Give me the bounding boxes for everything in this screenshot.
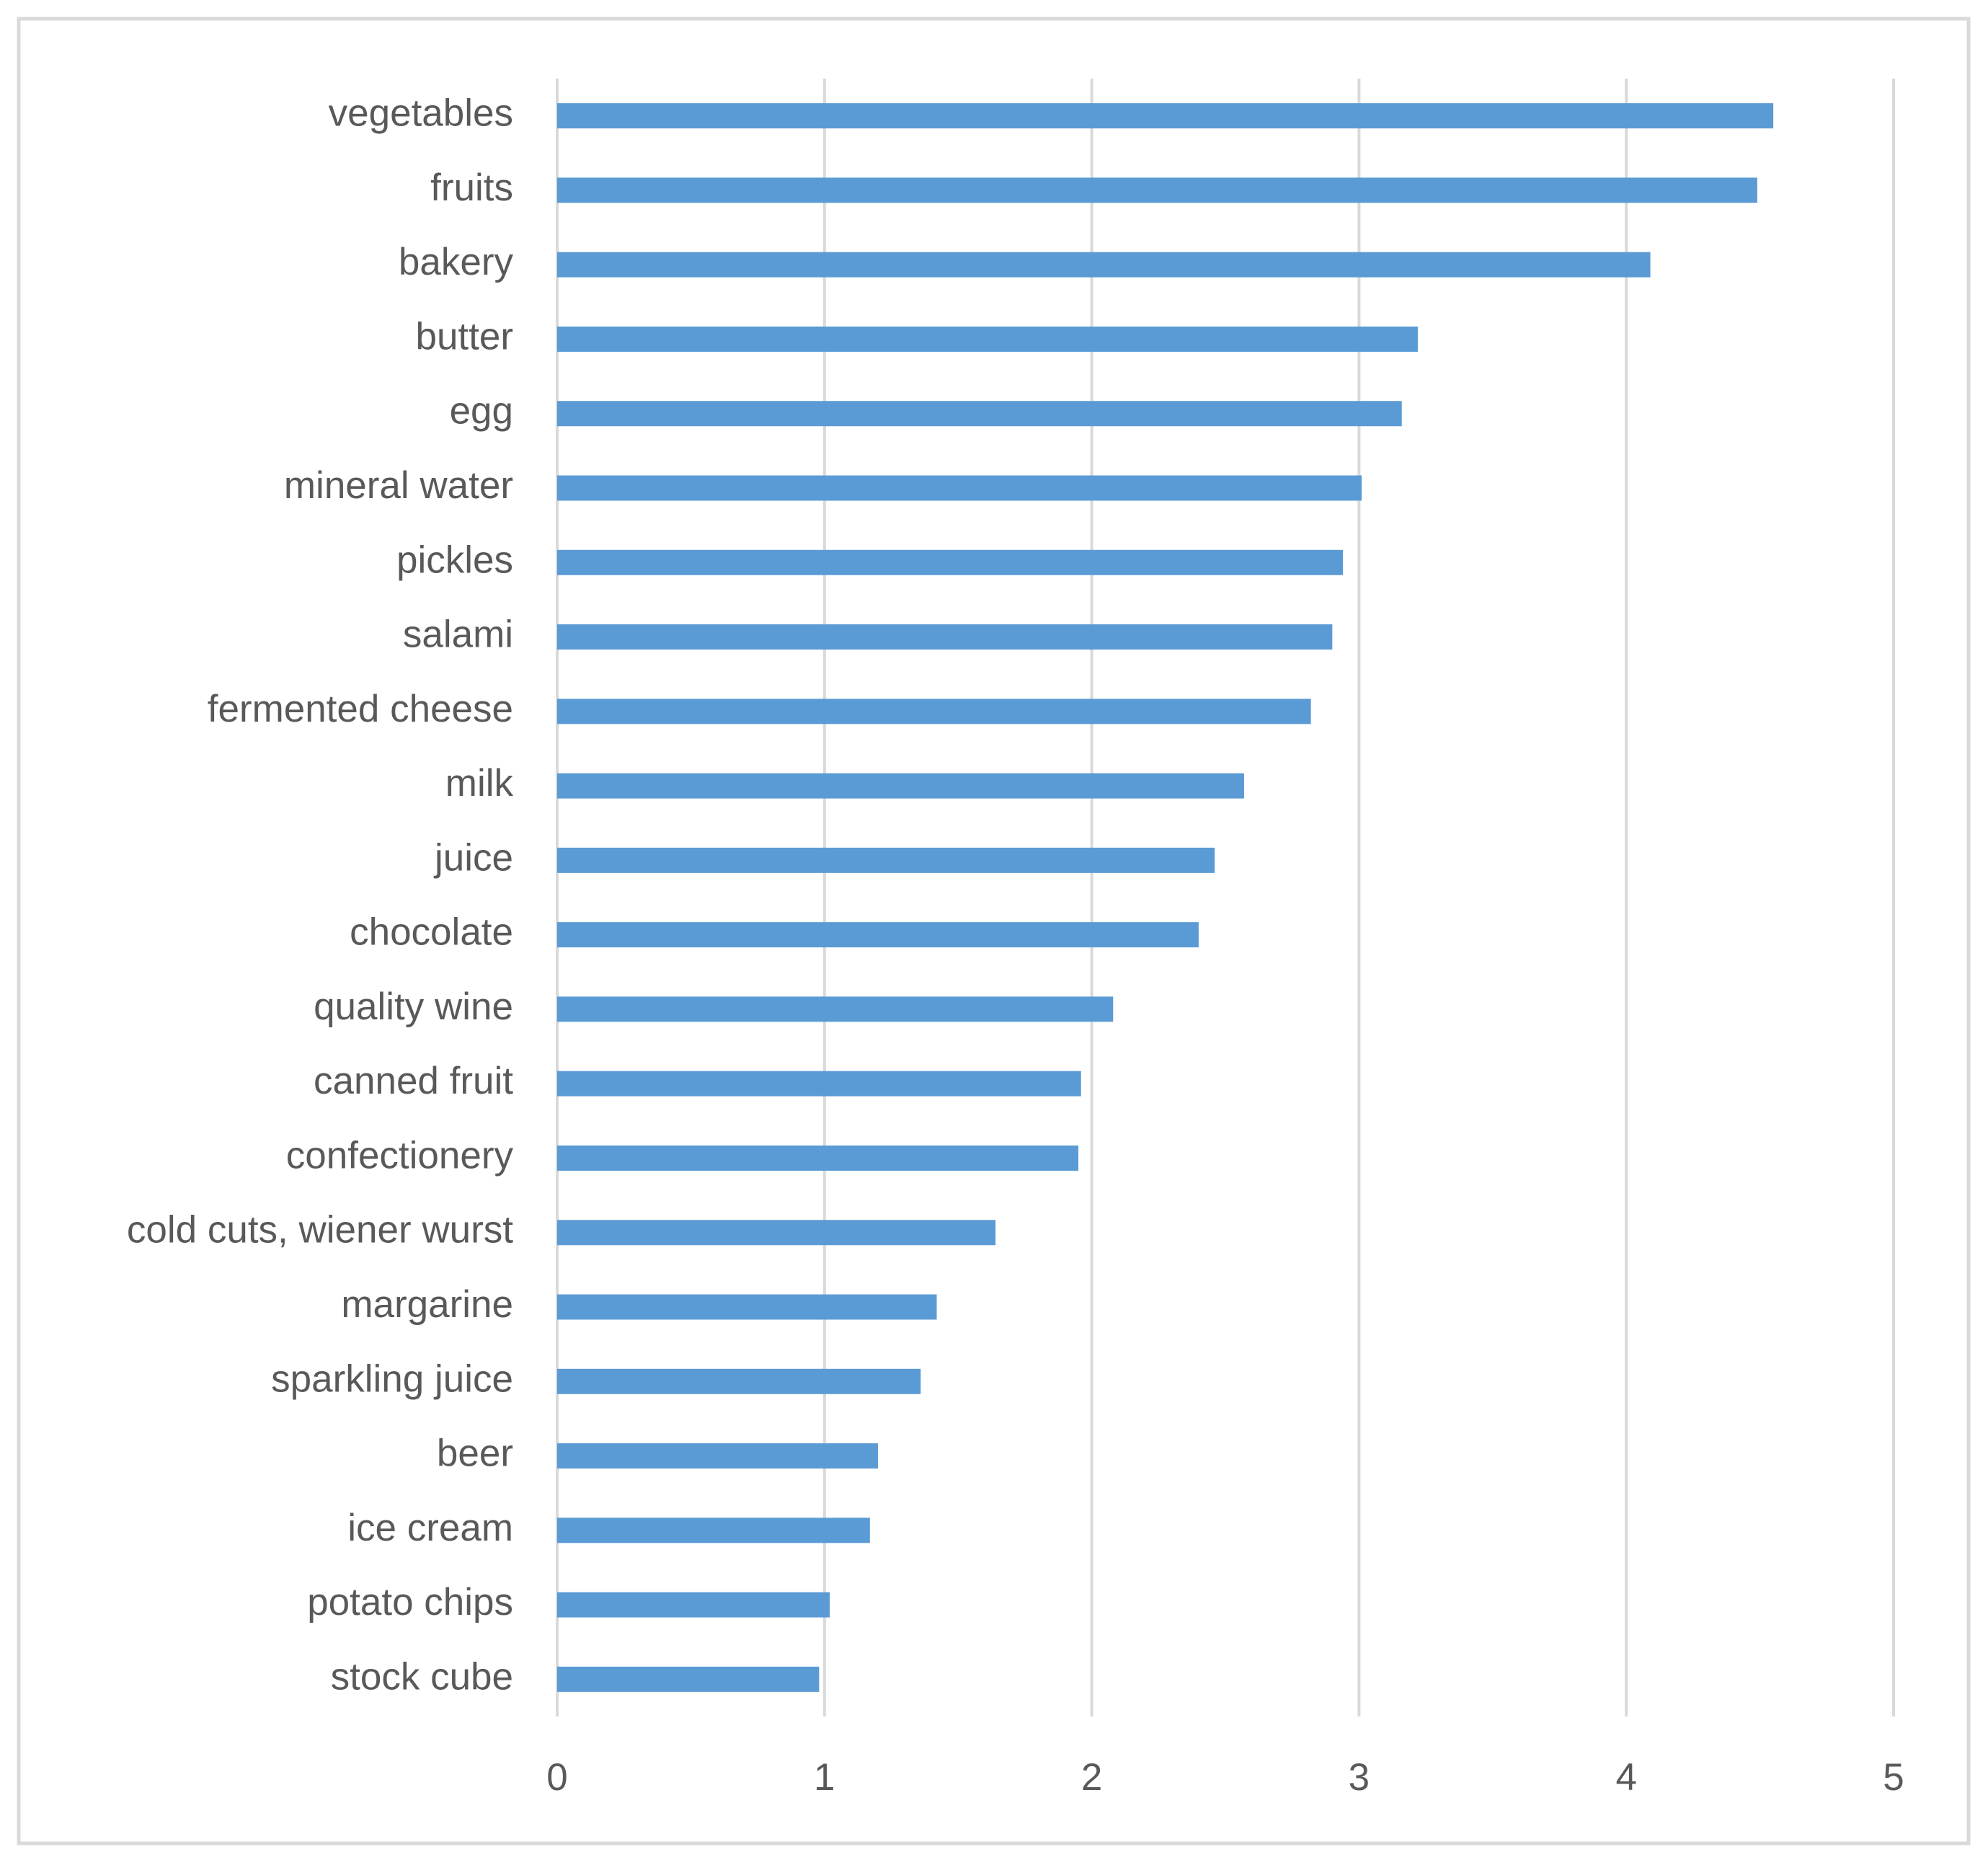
bar [557, 1071, 1081, 1097]
y-tick-label: margarine [341, 1283, 513, 1326]
y-tick-label: cold cuts, wiener wurst [127, 1209, 513, 1252]
y-tick-label: milk [445, 762, 514, 805]
y-tick-label: stock cube [331, 1655, 513, 1698]
bar [557, 699, 1311, 725]
y-tick-label: canned fruit [314, 1060, 513, 1102]
y-tick-label: sparkling juice [271, 1357, 513, 1400]
bar [557, 922, 1199, 948]
y-tick-label: quality wine [314, 985, 513, 1028]
y-tick-label: salami [403, 613, 513, 656]
x-tick-label: 1 [814, 1756, 835, 1799]
y-tick-label: potato chips [307, 1581, 513, 1623]
y-tick-label: ice cream [347, 1507, 513, 1549]
bar [557, 1220, 996, 1246]
x-tick-label: 0 [546, 1756, 567, 1799]
bar [557, 475, 1362, 501]
x-tick-label: 3 [1349, 1756, 1370, 1799]
bar [557, 401, 1402, 427]
y-tick-label: bakery [399, 241, 514, 283]
x-tick-label: 4 [1615, 1756, 1636, 1799]
bar [557, 177, 1757, 203]
y-tick-label: chocolate [350, 911, 513, 954]
y-tick-label: beer [437, 1432, 513, 1475]
bar [557, 1518, 870, 1543]
bar [557, 1368, 921, 1394]
bar [557, 773, 1244, 799]
bar [557, 1294, 937, 1320]
x-tick-label: 2 [1081, 1756, 1102, 1799]
bar [557, 252, 1651, 278]
bar [557, 1443, 878, 1469]
y-tick-label: fermented cheese [208, 688, 513, 730]
y-tick-label: mineral water [284, 464, 513, 507]
bar [557, 996, 1114, 1022]
bar [557, 1666, 820, 1692]
bar [557, 1592, 830, 1618]
y-tick-label: pickles [396, 539, 513, 581]
y-tick-label: vegetables [329, 92, 513, 135]
x-tick-label: 5 [1883, 1756, 1904, 1799]
bar [557, 847, 1215, 873]
bar [557, 624, 1333, 650]
y-tick-label: fruits [430, 167, 513, 209]
bar [557, 326, 1418, 352]
y-tick-label: egg [450, 390, 513, 433]
bar [557, 549, 1344, 575]
y-tick-label: confectionery [286, 1134, 514, 1177]
bar [557, 103, 1774, 129]
bar [557, 1145, 1079, 1171]
y-tick-label: butter [415, 315, 513, 358]
y-tick-label: juice [433, 836, 513, 879]
